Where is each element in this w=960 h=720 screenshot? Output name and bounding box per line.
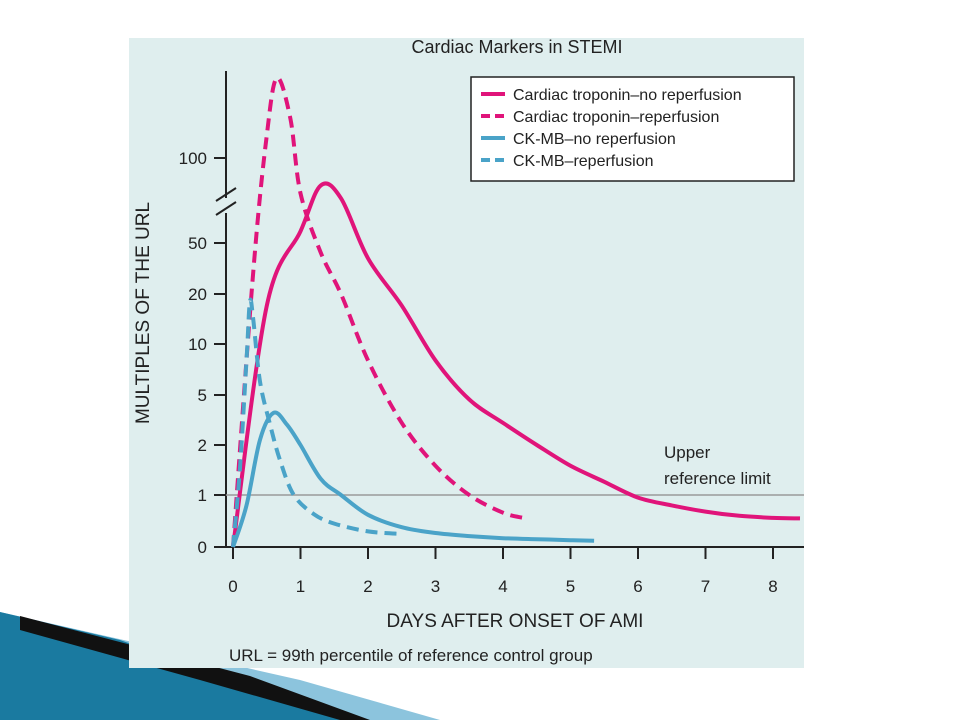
reference-label-line1: Upper (664, 443, 711, 462)
y-tick-label: 1 (198, 486, 207, 505)
chart: Cardiac Markers in STEMI Upper reference… (133, 38, 804, 665)
x-tick-label: 6 (633, 577, 642, 596)
legend-label-ckmb-no-reperfusion: CK-MB–no reperfusion (513, 131, 676, 148)
x-tick-label: 3 (431, 577, 440, 596)
legend-label-troponin-reperfusion: Cardiac troponin–reperfusion (513, 109, 719, 126)
reference-label-line2: reference limit (664, 469, 771, 488)
troponin-no-reperfusion-line (231, 181, 801, 548)
ckmb-no-reperfusion-line (231, 410, 595, 548)
legend: Cardiac troponin–no reperfusion Cardiac … (470, 76, 795, 182)
x-tick-label: 8 (768, 577, 777, 596)
y-tick-label: 2 (198, 436, 207, 455)
legend-label-troponin-no-reperfusion: Cardiac troponin–no reperfusion (513, 87, 742, 104)
x-tick-label: 5 (566, 577, 575, 596)
y-tick-label: 10 (188, 335, 207, 354)
series-lines (231, 75, 801, 548)
x-tick-label: 0 (228, 577, 237, 596)
y-axis-break-mark-2 (215, 201, 237, 216)
y-ticks: 0 1 2 5 10 20 50 100 (179, 149, 226, 557)
x-tick-label: 4 (498, 577, 507, 596)
y-tick-label: 20 (188, 285, 207, 304)
deco-dark-arrow (20, 616, 370, 720)
legend-label-ckmb-reperfusion: CK-MB–reperfusion (513, 153, 654, 170)
axes (215, 71, 804, 548)
ckmb-reperfusion-line (231, 297, 402, 548)
troponin-reperfusion-line (231, 75, 524, 548)
y-tick-label: 50 (188, 234, 207, 253)
y-tick-label: 100 (179, 149, 207, 168)
footnote: URL = 99th percentile of reference contr… (229, 646, 593, 665)
y-tick-label: 5 (198, 386, 207, 405)
x-tick-label: 1 (296, 577, 305, 596)
y-tick-label: 0 (198, 538, 207, 557)
x-tick-label: 2 (363, 577, 372, 596)
y-axis-break-mark-1 (215, 187, 237, 202)
x-axis-label: DAYS AFTER ONSET OF AMI (387, 611, 644, 632)
chart-title: Cardiac Markers in STEMI (411, 38, 622, 57)
y-axis-label: MULTIPLES OF THE URL (133, 202, 154, 424)
legend-box (470, 76, 795, 182)
x-tick-label: 7 (701, 577, 710, 596)
reference-line-group: Upper reference limit (226, 443, 804, 496)
x-ticks: 0 1 2 3 4 5 6 7 8 (228, 547, 778, 596)
